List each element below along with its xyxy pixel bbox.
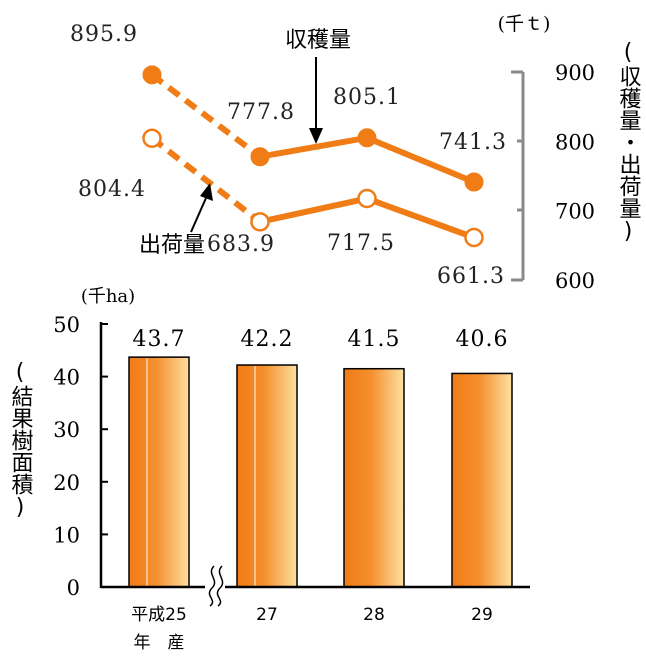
shipment-line-dashed-segment: [150, 135, 262, 225]
line-y-tick-label: 900: [555, 61, 595, 85]
shipment-series-name: 出荷量: [139, 233, 205, 258]
bar-value-label: 40.6: [456, 327, 509, 352]
harvest-value-label: 777.8: [227, 100, 295, 125]
harvest-point: [142, 65, 162, 85]
shipment-point: [142, 128, 162, 149]
bar-y-tick-label: 10: [53, 523, 80, 547]
bar-y-tick-label: 50: [53, 313, 80, 337]
line-chart: 895.9 777.8 805.1 741.3 804.4 683.9 717.5 661.3…: [70, 13, 642, 293]
harvest-point: [357, 128, 377, 148]
bar-category-label: 29: [471, 605, 493, 625]
bar-value-label: 43.7: [133, 327, 186, 352]
shipment-value-label: 804.4: [78, 177, 146, 202]
line-y-axis-label: (収穫量・出荷量): [616, 40, 642, 244]
line-series-layer: [142, 65, 484, 248]
bar: [128, 356, 190, 588]
harvest-value-label: 895.9: [70, 22, 138, 47]
bar-y-tick-label: 30: [53, 418, 80, 442]
bar-value-label: 41.5: [348, 327, 401, 352]
bar-y-tick-labels: 0 10 20 30 40 50: [53, 313, 108, 600]
shipment-value-label: 717.5: [327, 231, 395, 256]
bar: [236, 364, 298, 588]
harvest-line-dashed-segment: [150, 72, 262, 160]
line-y-tick-label: 700: [555, 200, 595, 224]
bar-value-label: 42.2: [241, 327, 294, 352]
harvest-series-name: 収穫量: [285, 28, 351, 53]
bar-y-tick-label: 0: [67, 576, 80, 600]
bar-category-label: 27: [256, 605, 278, 625]
line-y-axis-bracket: [511, 70, 525, 282]
bar-unit-label: (千ha): [81, 286, 135, 307]
bar-category-label: 平成25 年 産: [131, 605, 187, 653]
axis-break-icon: [205, 565, 225, 607]
bar-value-labels: 43.7 42.2 41.5 40.6: [133, 327, 509, 352]
shipment-callout-arrow-line: [190, 197, 207, 233]
shipment-point: [464, 227, 484, 248]
bar-y-axis-label: (結果樹面積): [8, 360, 34, 520]
harvest-callout-arrowhead: [309, 128, 323, 144]
shipment-callout-arrowhead: [200, 183, 213, 201]
bar-category-label: 28: [363, 605, 385, 625]
bar-y-tick-label: 20: [53, 471, 80, 495]
line-y-tick-labels: 900 800 700 600: [555, 61, 595, 293]
line-unit-label: (千ｔ): [498, 13, 551, 35]
bar: [451, 372, 513, 588]
line-value-labels: 895.9 777.8 805.1 741.3 804.4 683.9 717.5 661.3: [70, 22, 507, 289]
shipment-point: [250, 212, 270, 232]
bar-chart: (千ha) (結果樹面積) 0 10 20 30 40 50 43.7 42.2 41.5 40…: [8, 286, 530, 653]
harvest-value-label: 741.3: [439, 130, 507, 155]
bar: [343, 367, 405, 588]
bar-category-labels: 平成25 年 産 27 28 29: [131, 605, 493, 653]
bar-y-tick-label: 40: [53, 366, 80, 390]
harvest-point: [250, 147, 270, 167]
shipment-point: [357, 188, 377, 209]
line-y-tick-label: 800: [555, 130, 595, 154]
harvest-point: [464, 172, 484, 192]
bar-series-layer: [128, 356, 513, 588]
harvest-value-label: 805.1: [333, 85, 401, 110]
line-y-tick-label: 600: [555, 269, 595, 293]
shipment-value-label: 661.3: [437, 264, 505, 289]
shipment-value-label: 683.9: [207, 232, 275, 257]
